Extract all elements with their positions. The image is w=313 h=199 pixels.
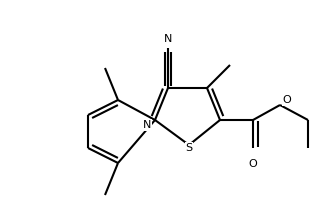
Text: S: S: [185, 143, 192, 153]
Text: O: O: [283, 95, 291, 105]
Text: N: N: [143, 120, 151, 130]
Text: N: N: [164, 34, 172, 44]
Text: O: O: [249, 159, 257, 169]
